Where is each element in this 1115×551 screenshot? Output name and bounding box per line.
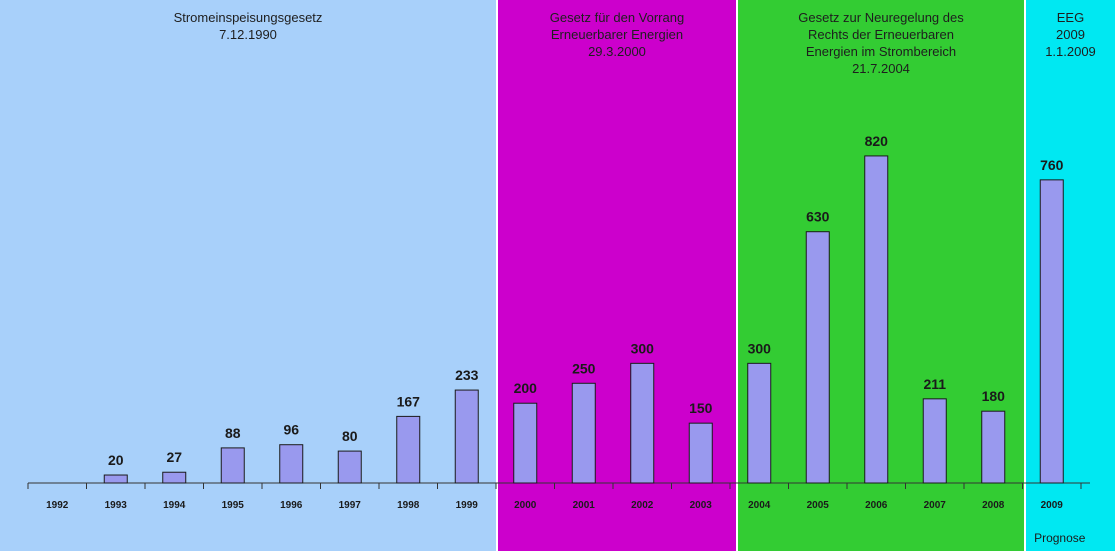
x-label-1998: 1998 <box>397 500 420 511</box>
annotation-0: Prognose <box>1034 531 1086 545</box>
value-label-2000: 200 <box>514 380 538 396</box>
value-label-1994: 27 <box>166 449 182 465</box>
x-label-1994: 1994 <box>163 500 186 511</box>
bar-2002 <box>630 362 655 484</box>
x-axis-ticks <box>27 483 1082 489</box>
value-label-2003: 150 <box>689 400 713 416</box>
x-label-1999: 1999 <box>456 500 479 511</box>
bar-2009 <box>1039 179 1064 484</box>
bar-1997 <box>337 450 362 484</box>
period-title-2-line-0: Gesetz zur Neuregelung des <box>798 10 964 25</box>
bar-2006 <box>864 155 889 484</box>
value-label-1997: 80 <box>342 428 358 444</box>
period-band-0 <box>0 0 496 551</box>
bar-2003 <box>688 422 713 484</box>
value-label-2008: 180 <box>982 388 1006 404</box>
bar-series <box>103 155 1064 484</box>
bar-2004 <box>747 362 772 484</box>
x-label-2003: 2003 <box>690 500 713 511</box>
x-label-2000: 2000 <box>514 500 537 511</box>
bar-1998 <box>396 415 421 484</box>
value-label-2001: 250 <box>572 360 596 376</box>
period-band-3 <box>1026 0 1115 551</box>
bar-1999 <box>454 389 479 484</box>
value-label-2002: 300 <box>631 340 655 356</box>
period-title-0-line-1: 7.12.1990 <box>219 27 277 42</box>
value-label-2005: 630 <box>806 209 830 225</box>
x-label-1996: 1996 <box>280 500 303 511</box>
period-title-1-line-2: 29.3.2000 <box>588 44 646 59</box>
bar-2007 <box>922 398 947 484</box>
value-label-1995: 88 <box>225 425 241 441</box>
period-title-3-line-0: EEG <box>1057 10 1084 25</box>
period-title-1-line-1: Erneuerbarer Energien <box>551 27 683 42</box>
value-label-2007: 211 <box>923 376 946 392</box>
bar-1995 <box>220 447 245 484</box>
bar-2008 <box>981 410 1006 484</box>
value-label-1993: 20 <box>108 452 124 468</box>
x-label-2005: 2005 <box>807 500 830 511</box>
x-label-1997: 1997 <box>339 500 362 511</box>
value-label-1996: 96 <box>283 422 299 438</box>
x-label-2009: 2009 <box>1041 500 1064 511</box>
x-label-1995: 1995 <box>222 500 245 511</box>
x-label-2001: 2001 <box>573 500 596 511</box>
period-title-0-line-0: Stromeinspeisungsgesetz <box>174 10 323 25</box>
x-label-2004: 2004 <box>748 500 771 511</box>
period-title-3-line-2: 1.1.2009 <box>1045 44 1096 59</box>
x-label-2007: 2007 <box>924 500 947 511</box>
x-label-1993: 1993 <box>105 500 128 511</box>
period-title-3-line-1: 2009 <box>1056 27 1085 42</box>
x-label-2008: 2008 <box>982 500 1005 511</box>
period-titles: Stromeinspeisungsgesetz 7.12.1990 Gesetz f… <box>174 10 1096 76</box>
bar-1993 <box>103 474 128 484</box>
x-tick-labels: 1992 1993 1994 1995 1996 1997 1998 1999 2000 2001… <box>46 500 1063 511</box>
x-label-2006: 2006 <box>865 500 888 511</box>
value-label-1999: 233 <box>455 367 479 383</box>
value-label-2006: 820 <box>865 133 889 149</box>
period-title-2-line-2: Energien im Strombereich <box>806 44 956 59</box>
bar-2000 <box>513 402 538 484</box>
period-title-2-line-1: Rechts der Erneuerbaren <box>808 27 954 42</box>
x-label-1992: 1992 <box>46 500 69 511</box>
period-title-2-line-3: 21.7.2004 <box>852 61 910 76</box>
period-title-1-line-0: Gesetz für den Vorrang <box>550 10 684 25</box>
bar-1994 <box>162 471 187 484</box>
bar-2005 <box>805 231 830 484</box>
x-label-2002: 2002 <box>631 500 654 511</box>
value-label-1998: 167 <box>397 393 421 409</box>
value-label-2009: 760 <box>1040 157 1064 173</box>
value-labels: 20 27 88 96 80 167 233 200 250 300 150 300 630 820 211… <box>108 133 1064 468</box>
value-label-2004: 300 <box>748 340 772 356</box>
bar-1996 <box>279 444 304 484</box>
annotations: Prognose <box>1034 531 1086 545</box>
bar-2001 <box>571 382 596 484</box>
